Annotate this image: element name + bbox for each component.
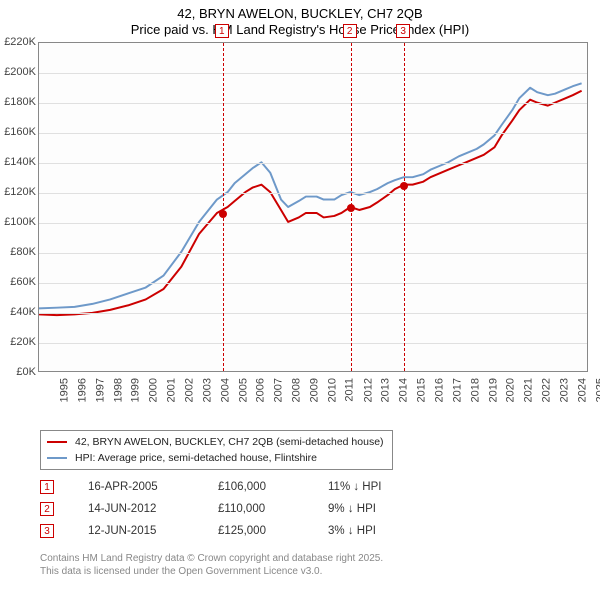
x-axis-label: 2012 [362,378,374,402]
table-row: 3 12-JUN-2015 £125,000 3% ↓ HPI [40,520,448,542]
legend-swatch [47,457,67,459]
y-axis-label: £60K [0,276,36,288]
gridline [39,223,587,224]
x-axis-label: 2016 [433,378,445,402]
x-axis-label: 2015 [416,378,428,402]
x-axis-label: 2000 [148,378,160,402]
legend-item: HPI: Average price, semi-detached house,… [47,450,384,466]
x-axis-label: 1996 [76,378,88,402]
y-axis-label: £160K [0,126,36,138]
event-pct: 9% ↓ HPI [328,503,448,515]
event-date: 16-APR-2005 [88,481,218,493]
legend-swatch [47,441,67,443]
x-axis-label: 2018 [469,378,481,402]
x-axis-label: 2008 [291,378,303,402]
events-table: 1 16-APR-2005 £106,000 11% ↓ HPI 2 14-JU… [40,476,448,542]
title-block: 42, BRYN AWELON, BUCKLEY, CH7 2QB Price … [0,0,600,39]
x-axis-label: 2019 [487,378,499,402]
x-axis-label: 2007 [273,378,285,402]
event-price: £106,000 [218,481,328,493]
x-axis-label: 2020 [505,378,517,402]
event-dot [347,204,355,212]
gridline [39,313,587,314]
x-axis-label: 2022 [541,378,553,402]
x-axis-label: 2024 [576,378,588,402]
chart-area: £0K £20K £40K £60K £80K £100K £120K £140K £160K £… [0,42,600,422]
x-axis-label: 2009 [308,378,320,402]
event-price: £110,000 [218,503,328,515]
title-address: 42, BRYN AWELON, BUCKLEY, CH7 2QB [0,6,600,22]
table-row: 2 14-JUN-2012 £110,000 9% ↓ HPI [40,498,448,520]
title-subtitle: Price paid vs. HM Land Registry's House … [0,22,600,38]
event-marker-icon: 2 [40,502,54,516]
footer-line: This data is licensed under the Open Gov… [40,565,383,578]
x-axis-label: 2006 [255,378,267,402]
event-marker-icon: 2 [343,24,357,38]
y-axis-label: £40K [0,306,36,318]
y-axis-label: £0K [0,366,36,378]
y-axis-label: £20K [0,336,36,348]
x-axis-label: 2010 [326,378,338,402]
chart-container: 42, BRYN AWELON, BUCKLEY, CH7 2QB Price … [0,0,600,590]
y-axis-label: £200K [0,66,36,78]
x-axis-label: 2004 [219,378,231,402]
gridline [39,343,587,344]
series-line-price_paid [39,91,582,315]
x-axis-label: 2003 [201,378,213,402]
x-axis-label: 2025 [594,378,600,402]
table-row: 1 16-APR-2005 £106,000 11% ↓ HPI [40,476,448,498]
x-axis-label: 2011 [343,378,355,402]
event-marker-icon: 3 [396,24,410,38]
x-axis-label: 1995 [58,378,70,402]
event-marker-icon: 3 [40,524,54,538]
y-axis-label: £220K [0,36,36,48]
legend-box: 42, BRYN AWELON, BUCKLEY, CH7 2QB (semi-… [40,430,393,470]
x-axis-label: 2023 [558,378,570,402]
event-dot [219,210,227,218]
event-date: 12-JUN-2015 [88,525,218,537]
x-axis-label: 1998 [112,378,124,402]
legend-item: 42, BRYN AWELON, BUCKLEY, CH7 2QB (semi-… [47,434,384,450]
x-axis-label: 2014 [398,378,410,402]
plot-region [38,42,588,372]
x-axis-label: 2021 [523,378,535,402]
gridline [39,283,587,284]
event-price: £125,000 [218,525,328,537]
y-axis-label: £100K [0,216,36,228]
gridline [39,193,587,194]
legend-label: 42, BRYN AWELON, BUCKLEY, CH7 2QB (semi-… [75,436,384,448]
y-axis-label: £180K [0,96,36,108]
x-axis-label: 1997 [94,378,106,402]
series-svg [39,43,587,371]
series-line-hpi [39,83,582,308]
gridline [39,253,587,254]
gridline [39,103,587,104]
x-axis-label: 2017 [451,378,463,402]
gridline [39,163,587,164]
x-axis-label: 2005 [237,378,249,402]
legend-label: HPI: Average price, semi-detached house,… [75,452,317,464]
x-axis-label: 1999 [130,378,142,402]
event-dot [400,182,408,190]
event-vline [223,43,224,371]
footer-attribution: Contains HM Land Registry data © Crown c… [40,552,383,578]
gridline [39,133,587,134]
x-axis-label: 2002 [183,378,195,402]
x-axis-label: 2013 [380,378,392,402]
y-axis-label: £120K [0,186,36,198]
event-pct: 11% ↓ HPI [328,481,448,493]
event-marker-icon: 1 [215,24,229,38]
event-vline [404,43,405,371]
footer-line: Contains HM Land Registry data © Crown c… [40,552,383,565]
event-marker-icon: 1 [40,480,54,494]
event-pct: 3% ↓ HPI [328,525,448,537]
x-axis-label: 2001 [166,378,178,402]
gridline [39,73,587,74]
y-axis-label: £140K [0,156,36,168]
y-axis-label: £80K [0,246,36,258]
event-date: 14-JUN-2012 [88,503,218,515]
